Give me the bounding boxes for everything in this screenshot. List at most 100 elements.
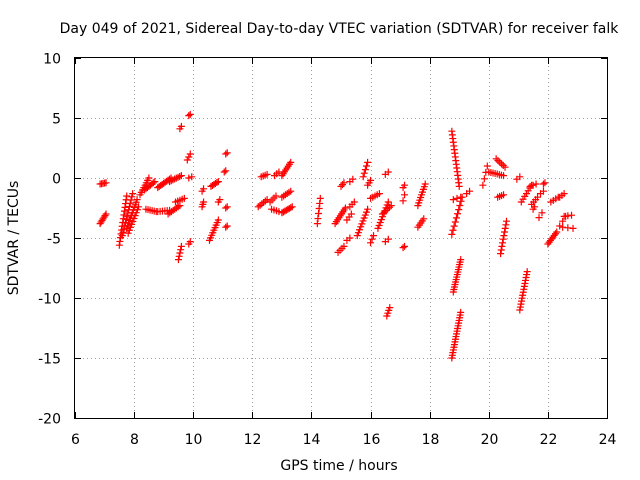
data-point [560, 190, 568, 198]
data-point [497, 246, 505, 254]
data-point [449, 226, 457, 234]
data-point [361, 166, 369, 174]
data-point [384, 198, 392, 206]
data-point [122, 215, 130, 223]
data-point [119, 228, 127, 236]
data-point [501, 224, 509, 232]
data-point [499, 239, 507, 247]
data-point [316, 194, 324, 202]
data-point [186, 110, 194, 118]
data-point [126, 199, 134, 207]
data-point [186, 150, 194, 158]
data-point [354, 229, 362, 237]
data-point [166, 178, 174, 186]
data-point [176, 172, 184, 180]
data-point [453, 194, 461, 202]
data-point [174, 256, 182, 264]
data-point [494, 156, 502, 164]
plot-frame [74, 57, 608, 419]
x-tick-label: 14 [303, 432, 321, 448]
data-point [535, 214, 543, 222]
data-point [553, 228, 561, 236]
data-point [551, 230, 559, 238]
x-tick-label: 18 [422, 432, 440, 448]
data-point [401, 242, 409, 250]
data-point [188, 173, 196, 181]
data-point [172, 174, 180, 182]
data-point [101, 212, 109, 220]
data-point [457, 193, 465, 201]
y-axis-label: SDTVAR / TECUs [6, 181, 22, 296]
data-point [223, 222, 231, 230]
data-point [340, 179, 348, 187]
data-point [375, 190, 383, 198]
data-point [386, 304, 394, 312]
data-point [216, 196, 224, 204]
data-point [529, 181, 537, 189]
data-point [502, 221, 510, 229]
x-tick-label: 20 [481, 432, 499, 448]
data-point [128, 193, 136, 201]
data-point [346, 234, 354, 242]
y-tick-label: 10 [43, 52, 61, 68]
data-point [401, 181, 409, 189]
axis-ticks [75, 58, 608, 419]
data-point [497, 250, 505, 258]
data-point [340, 242, 348, 250]
y-tick-label: -5 [47, 232, 61, 248]
data-point [151, 178, 159, 186]
data-point [534, 193, 542, 201]
data-point [177, 172, 185, 180]
x-axis-label: GPS time / hours [280, 458, 397, 474]
data-point [145, 174, 153, 182]
data-point [420, 215, 428, 223]
data-point [539, 187, 547, 195]
data-point [532, 180, 540, 188]
data-point [281, 207, 289, 215]
y-tick-label: 5 [52, 112, 61, 128]
data-point [177, 122, 185, 130]
data-point [450, 222, 458, 230]
data-point [362, 162, 370, 170]
data-point [222, 150, 230, 158]
data-point [213, 179, 221, 187]
y-tick-label: -20 [38, 412, 61, 428]
data-point [171, 175, 179, 183]
data-point [125, 226, 133, 234]
data-point [287, 187, 295, 195]
data-point [569, 224, 577, 232]
data-point [175, 252, 183, 260]
data-point [132, 209, 140, 217]
data-point [479, 181, 487, 189]
data-point [523, 268, 531, 276]
x-tick-label: 10 [185, 432, 203, 448]
data-point [456, 201, 464, 209]
data-point [501, 163, 509, 171]
data-point [127, 196, 135, 204]
data-point [380, 208, 388, 216]
data-point [559, 217, 567, 225]
data-point [222, 223, 230, 231]
y-tick-labels: 10 5 0 -5 -10 -15 -20 [38, 52, 61, 428]
data-point [421, 180, 429, 188]
data-points [96, 110, 577, 362]
data-point [364, 205, 372, 213]
data-point [568, 211, 576, 219]
data-point [338, 181, 346, 189]
data-point [220, 168, 228, 176]
data-point [284, 205, 292, 213]
data-point [556, 222, 564, 230]
data-point [399, 244, 407, 252]
data-point [483, 162, 491, 170]
data-point [466, 187, 474, 195]
data-point [118, 232, 126, 240]
data-point [457, 256, 465, 264]
data-point [370, 232, 378, 240]
data-point [185, 112, 193, 120]
data-point [499, 235, 507, 243]
data-point [214, 178, 222, 186]
data-point [455, 206, 463, 214]
data-point [223, 149, 231, 157]
data-point [102, 210, 110, 218]
data-point [149, 179, 157, 187]
